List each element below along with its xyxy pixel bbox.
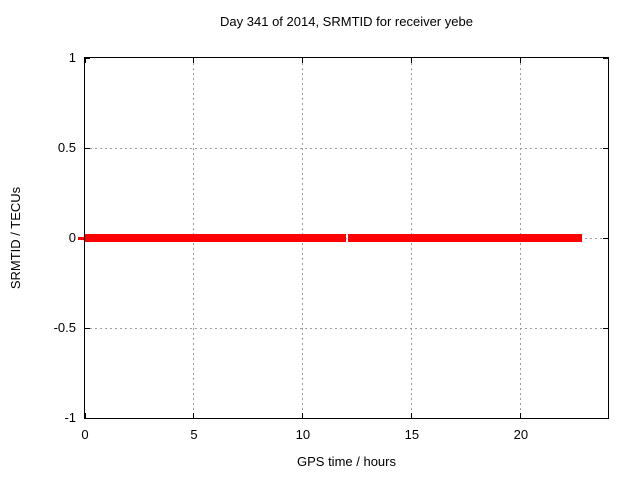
y-tick-mark <box>85 417 90 419</box>
plot-area <box>78 57 609 419</box>
y-tick-label: -1 <box>64 410 76 425</box>
y-tick-label: 0 <box>68 230 76 245</box>
x-tick-mark <box>520 413 522 418</box>
y-tick-mark <box>603 237 608 239</box>
series-line-segment <box>85 234 347 242</box>
zero-tick-red-artifact <box>78 236 84 240</box>
y-tick-label: -0.5 <box>53 320 76 335</box>
x-tick-mark <box>84 413 86 418</box>
y-tick-mark <box>603 327 608 329</box>
x-tick-label: 15 <box>404 427 420 442</box>
x-tick-mark <box>411 58 413 63</box>
x-tick-mark <box>302 58 304 63</box>
x-tick-mark <box>193 58 195 63</box>
x-tick-label: 0 <box>81 427 89 442</box>
y-gridline <box>85 147 608 149</box>
x-tick-mark <box>193 413 195 418</box>
x-tick-mark <box>84 58 86 63</box>
y-tick-mark <box>603 57 608 59</box>
y-tick-label: 0.5 <box>57 140 76 155</box>
x-tick-mark <box>520 58 522 63</box>
x-tick-label: 20 <box>513 427 529 442</box>
y-gridline <box>85 237 608 239</box>
chart-title: Day 341 of 2014, SRMTID for receiver yeb… <box>220 14 473 29</box>
series-line-segment <box>348 234 582 242</box>
x-axis-title: GPS time / hours <box>297 454 396 469</box>
x-tick-mark <box>302 413 304 418</box>
x-tick-mark <box>411 413 413 418</box>
y-tick-mark <box>85 327 90 329</box>
x-tick-label: 5 <box>190 427 198 442</box>
y-tick-mark <box>85 57 90 59</box>
y-tick-mark <box>85 147 90 149</box>
y-tick-label: 1 <box>68 50 76 65</box>
x-tick-label: 10 <box>295 427 311 442</box>
y-tick-mark <box>603 417 608 419</box>
y-gridline <box>85 327 608 329</box>
y-axis-title: SRMTID / TECUs <box>8 186 23 290</box>
y-tick-mark <box>603 147 608 149</box>
